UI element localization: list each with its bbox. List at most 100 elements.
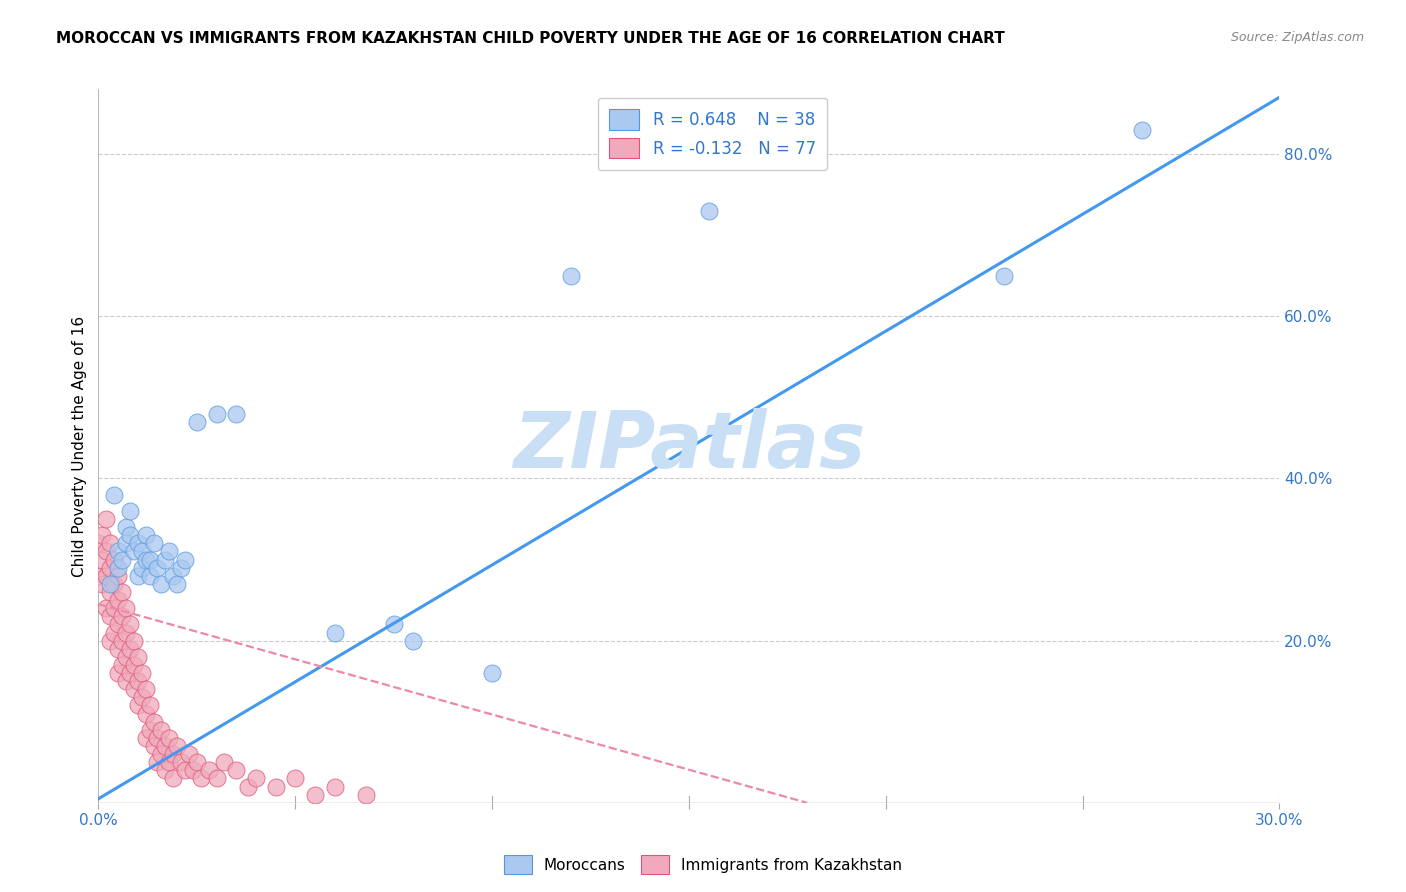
- Point: [111, 633, 134, 648]
- Point: [157, 756, 180, 770]
- Legend: R = 0.648    N = 38, R = -0.132   N = 77: R = 0.648 N = 38, R = -0.132 N = 77: [598, 97, 828, 169]
- Point: [162, 747, 184, 761]
- Point: [118, 641, 141, 656]
- Point: [135, 706, 157, 721]
- Point: [111, 585, 134, 599]
- Point: [107, 568, 129, 582]
- Point: [323, 625, 346, 640]
- Point: [107, 617, 129, 632]
- Point: [91, 577, 114, 591]
- Point: [98, 633, 121, 648]
- Point: [135, 528, 157, 542]
- Point: [96, 601, 118, 615]
- Point: [157, 731, 180, 745]
- Point: [107, 560, 129, 574]
- Point: [127, 674, 149, 689]
- Point: [127, 649, 149, 664]
- Point: [127, 568, 149, 582]
- Point: [146, 560, 169, 574]
- Point: [115, 674, 138, 689]
- Legend: Moroccans, Immigrants from Kazakhstan: Moroccans, Immigrants from Kazakhstan: [498, 849, 908, 880]
- Point: [174, 552, 197, 566]
- Point: [107, 666, 129, 681]
- Point: [150, 577, 173, 591]
- Point: [146, 731, 169, 745]
- Point: [91, 552, 114, 566]
- Point: [1130, 122, 1153, 136]
- Point: [155, 739, 177, 753]
- Point: [993, 268, 1015, 283]
- Point: [96, 568, 118, 582]
- Point: [131, 544, 153, 558]
- Point: [103, 577, 125, 591]
- Point: [122, 544, 145, 558]
- Point: [323, 780, 346, 794]
- Point: [157, 544, 180, 558]
- Point: [87, 536, 110, 550]
- Point: [135, 552, 157, 566]
- Point: [111, 609, 134, 624]
- Text: ZIPatlas: ZIPatlas: [513, 408, 865, 484]
- Point: [96, 512, 118, 526]
- Point: [190, 772, 212, 786]
- Point: [91, 528, 114, 542]
- Point: [150, 723, 173, 737]
- Point: [122, 657, 145, 672]
- Point: [166, 577, 188, 591]
- Point: [122, 682, 145, 697]
- Y-axis label: Child Poverty Under the Age of 16: Child Poverty Under the Age of 16: [72, 316, 87, 576]
- Point: [103, 488, 125, 502]
- Point: [205, 772, 228, 786]
- Point: [170, 756, 193, 770]
- Point: [96, 544, 118, 558]
- Point: [177, 747, 200, 761]
- Point: [127, 536, 149, 550]
- Point: [245, 772, 267, 786]
- Point: [115, 520, 138, 534]
- Point: [205, 407, 228, 421]
- Point: [225, 407, 247, 421]
- Point: [225, 764, 247, 778]
- Point: [354, 788, 377, 802]
- Point: [107, 593, 129, 607]
- Point: [481, 666, 503, 681]
- Point: [236, 780, 259, 794]
- Point: [166, 739, 188, 753]
- Point: [155, 552, 177, 566]
- Point: [118, 666, 141, 681]
- Point: [197, 764, 219, 778]
- Point: [186, 756, 208, 770]
- Point: [155, 764, 177, 778]
- Point: [118, 528, 141, 542]
- Point: [142, 536, 165, 550]
- Point: [98, 536, 121, 550]
- Point: [98, 585, 121, 599]
- Point: [170, 560, 193, 574]
- Point: [115, 649, 138, 664]
- Point: [115, 601, 138, 615]
- Point: [87, 568, 110, 582]
- Point: [98, 609, 121, 624]
- Point: [118, 504, 141, 518]
- Point: [150, 747, 173, 761]
- Point: [304, 788, 326, 802]
- Point: [138, 698, 160, 713]
- Point: [162, 772, 184, 786]
- Point: [111, 657, 134, 672]
- Text: Source: ZipAtlas.com: Source: ZipAtlas.com: [1230, 31, 1364, 45]
- Point: [122, 633, 145, 648]
- Point: [98, 577, 121, 591]
- Point: [107, 641, 129, 656]
- Point: [142, 714, 165, 729]
- Point: [118, 617, 141, 632]
- Point: [697, 203, 720, 218]
- Point: [115, 625, 138, 640]
- Point: [115, 536, 138, 550]
- Point: [127, 698, 149, 713]
- Point: [174, 764, 197, 778]
- Point: [138, 723, 160, 737]
- Point: [402, 633, 425, 648]
- Point: [186, 415, 208, 429]
- Point: [560, 268, 582, 283]
- Text: MOROCCAN VS IMMIGRANTS FROM KAZAKHSTAN CHILD POVERTY UNDER THE AGE OF 16 CORRELA: MOROCCAN VS IMMIGRANTS FROM KAZAKHSTAN C…: [56, 31, 1005, 46]
